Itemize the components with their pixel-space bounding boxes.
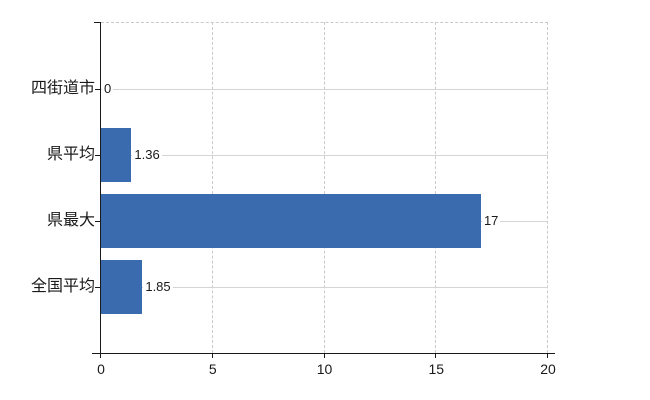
x-axis-tick xyxy=(100,353,101,358)
v-gridline xyxy=(547,22,548,353)
value-label: 1.36 xyxy=(132,147,162,163)
plot-area: 0 1.36 17 1.85 xyxy=(92,22,555,358)
value-label: 1.85 xyxy=(143,279,173,295)
category-tick xyxy=(95,89,101,90)
category-tick xyxy=(95,155,101,156)
value-label: 0 xyxy=(102,81,114,97)
x-axis-tick xyxy=(435,353,437,358)
y-axis-end-tick xyxy=(94,22,100,23)
h-gridline xyxy=(101,155,548,156)
h-gridline xyxy=(101,89,548,90)
x-axis-tick xyxy=(211,353,213,358)
bar xyxy=(101,260,143,314)
v-gridline xyxy=(211,22,213,353)
category-label: 県最大 xyxy=(46,212,95,229)
bar xyxy=(101,128,132,182)
category-tick xyxy=(95,221,101,222)
category-label: 全国平均 xyxy=(30,278,95,295)
plot-top-border xyxy=(101,22,548,23)
category-label: 四街道市 xyxy=(30,80,95,97)
x-tick-label: 20 xyxy=(540,361,556,377)
category-tick xyxy=(95,287,101,288)
x-tick-label: 15 xyxy=(428,361,445,377)
x-axis-tick xyxy=(547,353,548,358)
v-gridline xyxy=(323,22,325,353)
x-tick-label: 0 xyxy=(97,361,105,377)
category-label: 県平均 xyxy=(46,146,95,163)
x-tick-label: 5 xyxy=(208,361,217,377)
x-tick-label: 10 xyxy=(316,361,333,377)
bar xyxy=(101,194,481,248)
value-label: 17 xyxy=(481,213,501,229)
h-gridline xyxy=(101,287,548,288)
category-axis-labels: 四街道市県平均県最大全国平均 xyxy=(0,22,95,353)
y-axis-line xyxy=(100,22,101,353)
x-axis-tick xyxy=(323,353,325,358)
v-gridline xyxy=(435,22,437,353)
